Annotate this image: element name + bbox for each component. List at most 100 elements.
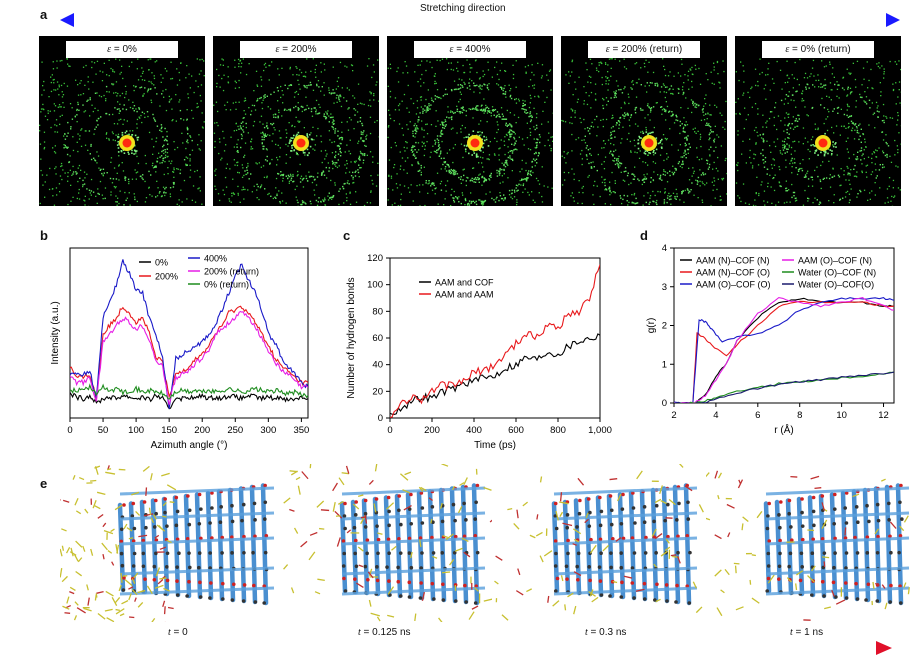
- series-line: [675, 300, 894, 403]
- strain-label: ε = 200%: [240, 41, 352, 58]
- x-tick-label: 8: [797, 410, 802, 421]
- legend-label: AAM (O)–COF (N): [798, 256, 872, 266]
- y-axis-label: g(r): [646, 318, 657, 334]
- y-tick-label: 3: [662, 282, 667, 293]
- strain-label: ε = 0% (return): [762, 41, 874, 58]
- series-line: [674, 296, 894, 403]
- y-tick-label: 2: [662, 321, 667, 332]
- strain-label: ε = 0%: [66, 41, 178, 58]
- time-label: t = 0: [168, 627, 188, 638]
- y-tick-label: 1: [662, 359, 667, 370]
- legend-label: 0%: [155, 258, 168, 268]
- panel-label-a: a: [40, 7, 48, 22]
- series-line: [674, 371, 894, 403]
- x-tick-label: 1,000: [588, 425, 612, 436]
- x-tick-label: 2: [671, 410, 676, 421]
- x-axis-label: Azimuth angle (°): [151, 440, 228, 451]
- x-tick-label: 6: [755, 410, 760, 421]
- diffraction-image-3: ε = 400%: [387, 36, 553, 206]
- series-line: [674, 297, 894, 403]
- x-tick-label: 250: [227, 425, 243, 436]
- legend-label: Water (O)–COF (N): [798, 268, 876, 278]
- y-axis-label: Intensity (a.u.): [50, 301, 61, 364]
- cof-framework: [763, 483, 910, 606]
- y-tick-label: 0: [662, 398, 667, 409]
- md-snapshot-t03: [494, 464, 704, 621]
- x-tick-label: 10: [836, 410, 847, 421]
- x-tick-label: 350: [293, 425, 309, 436]
- series-line: [70, 310, 308, 405]
- x-tick-label: 50: [98, 425, 109, 436]
- md-snapshot-t0: [60, 465, 275, 622]
- x-tick-label: 800: [550, 425, 566, 436]
- y-tick-label: 4: [662, 243, 667, 254]
- x-tick-label: 0: [387, 425, 392, 436]
- cof-framework: [339, 483, 486, 606]
- x-axis-label: Time (ps): [474, 440, 516, 451]
- diffraction-image-1: ε = 0%: [39, 36, 205, 206]
- panel-label-e: e: [40, 476, 48, 491]
- legend-label: AAM (N)–COF (O): [696, 268, 770, 278]
- x-tick-label: 0: [67, 425, 72, 436]
- time-label: t = 0.125 ns: [358, 627, 411, 638]
- diffraction-image-2: ε = 200%: [213, 36, 379, 206]
- legend-label: AAM (O)–COF (O): [696, 280, 771, 290]
- chart-c-hydrogen-bonds: 0 200 400 600 800 1,000 0 20 40 60 80 100 120 Time (p…: [346, 253, 612, 451]
- x-tick-label: 100: [128, 425, 144, 436]
- y-tick-label: 0: [378, 413, 383, 424]
- diffraction-image-5: ε = 0% (return): [735, 36, 901, 206]
- polymer-chains: [494, 464, 704, 621]
- time-direction-arrow: [66, 641, 892, 655]
- x-tick-label: 400: [466, 425, 482, 436]
- x-tick-label: 300: [260, 425, 276, 436]
- legend-label: 200% (return): [204, 267, 259, 277]
- panel-label-b: b: [40, 228, 48, 243]
- x-tick-label: 12: [878, 410, 889, 421]
- y-tick-label: 60: [372, 333, 383, 344]
- time-label: t = 0.3 ns: [585, 627, 627, 638]
- stretching-direction-label: Stretching direction: [420, 3, 506, 14]
- series-line: [70, 305, 308, 400]
- y-tick-label: 20: [372, 386, 383, 397]
- panel-label-d: d: [640, 228, 648, 243]
- y-axis-label: Number of hydrogen bonds: [346, 277, 357, 398]
- series-line: [70, 392, 308, 410]
- panel-label-c: c: [343, 228, 351, 243]
- series-line: [390, 333, 600, 415]
- chart-b-azimuth-intensity: 0 50 100 150 200 250 300 350 Azimuth angle (°) In…: [50, 247, 309, 451]
- cof-framework: [117, 483, 275, 606]
- legend-label: Water (O)–COF(O): [798, 280, 874, 290]
- polymer-chains: [706, 470, 910, 621]
- y-tick-label: 100: [367, 280, 383, 291]
- strain-label: ε = 400%: [414, 41, 526, 58]
- strain-label: ε = 200% (return): [588, 41, 700, 58]
- diffraction-image-4: ε = 200% (return): [561, 36, 727, 206]
- series-line: [674, 297, 894, 403]
- legend-label: AAM and AAM: [435, 290, 494, 300]
- legend-label: 0% (return): [204, 280, 249, 290]
- x-tick-label: 600: [508, 425, 524, 436]
- series-line: [70, 383, 308, 400]
- series-line: [390, 264, 600, 418]
- series-line: [70, 259, 308, 409]
- cof-framework: [551, 483, 698, 606]
- legend-label: AAM and COF: [435, 278, 494, 288]
- polymer-chains: [283, 464, 492, 622]
- y-tick-label: 120: [367, 253, 383, 264]
- time-label: t = 1 ns: [790, 627, 824, 638]
- legend-label: 400%: [204, 254, 227, 264]
- x-tick-label: 4: [713, 410, 718, 421]
- y-tick-label: 80: [372, 306, 383, 317]
- legend-label: AAM (N)–COF (N): [696, 256, 770, 266]
- x-axis-label: r (Å): [774, 423, 793, 436]
- plot-frame: [69, 247, 309, 419]
- series-line: [674, 371, 894, 403]
- x-tick-label: 200: [424, 425, 440, 436]
- md-snapshot-t0125: [283, 464, 492, 622]
- x-tick-label: 150: [161, 425, 177, 436]
- polymer-chains: [60, 465, 177, 622]
- x-tick-label: 200: [194, 425, 210, 436]
- stretching-direction-arrow: [60, 13, 900, 27]
- legend-label: 200%: [155, 272, 178, 282]
